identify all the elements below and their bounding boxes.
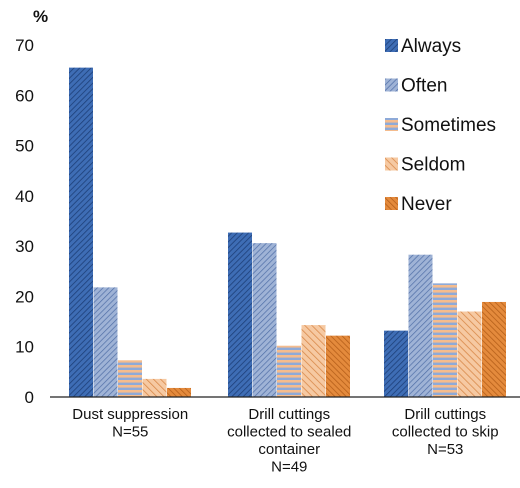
x-category-label: container — [258, 441, 320, 458]
legend-label-often: Often — [401, 76, 447, 97]
bar-often-0 — [93, 287, 118, 397]
y-tick-label: 50 — [15, 137, 34, 156]
y-tick-label: 40 — [15, 187, 34, 206]
bar-seldom-0 — [142, 378, 167, 397]
y-tick-label: 10 — [15, 338, 34, 357]
bar-sometimes-1 — [277, 345, 301, 397]
bar-always-0 — [69, 67, 93, 397]
bar-never-0 — [167, 387, 191, 397]
bar-never-2 — [482, 301, 506, 397]
y-tick-label: 70 — [15, 36, 34, 55]
bar-seldom-2 — [457, 311, 482, 397]
legend-label-seldom: Seldom — [401, 155, 465, 176]
bar-often-1 — [252, 243, 277, 397]
y-axis-unit: % — [33, 7, 48, 26]
legend-label-never: Never — [401, 194, 452, 215]
legend: Always Often Sometimes Seldom Never — [385, 36, 496, 215]
bar-seldom-1 — [301, 325, 326, 397]
legend-swatch-never — [385, 197, 398, 210]
legend-label-always: Always — [401, 36, 461, 57]
y-tick-label: 60 — [15, 86, 34, 105]
legend-label-sometimes: Sometimes — [401, 115, 496, 136]
x-category-label: Dust suppression — [72, 406, 188, 423]
y-tick-label: 0 — [25, 388, 34, 407]
y-axis-ticks: 0 10 20 30 40 50 60 70 — [15, 36, 34, 407]
y-tick-label: 20 — [15, 287, 34, 306]
bar-sometimes-2 — [433, 283, 457, 397]
legend-swatch-often — [385, 78, 398, 92]
bar-sometimes-0 — [118, 360, 142, 397]
bar-always-2 — [384, 330, 408, 397]
x-category-label: N=49 — [271, 459, 307, 476]
x-category-label: N=53 — [427, 441, 463, 458]
legend-swatch-sometimes — [385, 118, 398, 131]
y-tick-label: 30 — [15, 237, 34, 256]
bar-always-1 — [228, 232, 252, 397]
legend-swatch-always — [385, 39, 398, 52]
bars — [69, 67, 506, 397]
x-category-label: collected to sealed — [227, 424, 351, 441]
x-category-label: Drill cuttings — [404, 406, 486, 423]
x-category-label: Drill cuttings — [248, 406, 330, 423]
bar-never-1 — [326, 335, 350, 397]
x-category-label: N=55 — [112, 424, 148, 441]
legend-swatch-seldom — [385, 157, 398, 171]
bar-often-2 — [408, 254, 433, 397]
x-category-label: collected to skip — [392, 424, 499, 441]
